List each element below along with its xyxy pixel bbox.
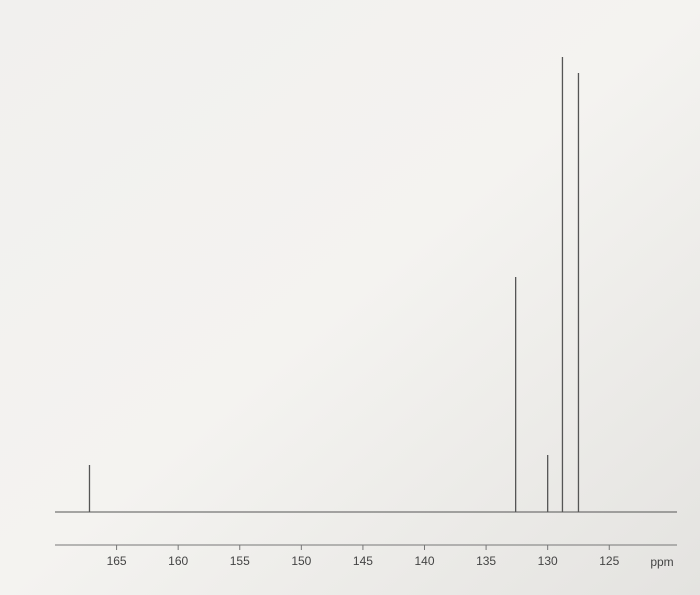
x-tick-label: 165 xyxy=(107,554,127,568)
x-axis-label: ppm xyxy=(650,555,673,569)
x-tick-label: 160 xyxy=(168,554,188,568)
x-tick-label: 125 xyxy=(599,554,619,568)
x-tick-label: 130 xyxy=(538,554,558,568)
x-tick-label: 150 xyxy=(291,554,311,568)
x-tick-label: 135 xyxy=(476,554,496,568)
x-tick-label: 155 xyxy=(230,554,250,568)
x-tick-label: 145 xyxy=(353,554,373,568)
x-tick-label: 140 xyxy=(414,554,434,568)
